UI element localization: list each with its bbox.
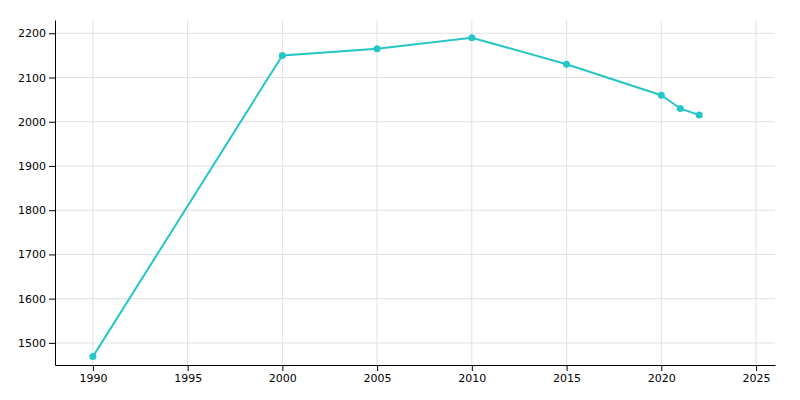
x-tick-label: 1995	[174, 372, 202, 385]
y-tick-mark	[49, 210, 55, 211]
y-tick-label: 1700	[18, 248, 46, 261]
y-tick: 1600	[18, 293, 55, 306]
series	[89, 34, 702, 360]
grid	[55, 20, 775, 365]
grid-line-x	[187, 20, 188, 365]
x-axis: 1990 1995 2000 2005 2010 2015 2020 2025	[56, 365, 776, 385]
x-tick-label: 2020	[648, 372, 676, 385]
x-tick: 2010	[458, 365, 486, 385]
y-axis: 1500 1600 1700 1800 1900 2000 2100 2200	[18, 21, 56, 366]
y-tick-mark	[49, 122, 55, 123]
grid-line-y	[55, 254, 775, 255]
x-tick-mark	[756, 365, 757, 371]
grid-line-y	[55, 342, 775, 343]
x-tick-mark	[472, 365, 473, 371]
chart-container: 1990 1995 2000 2005 2010 2015 2020 2025 1500 1600…	[0, 0, 800, 400]
y-axis-line	[55, 21, 56, 366]
y-tick-mark	[49, 166, 55, 167]
y-tick-label: 1500	[18, 337, 46, 350]
point	[658, 92, 665, 99]
grid-line-x	[566, 20, 567, 365]
grid-line-y	[55, 33, 775, 34]
x-tick-mark	[661, 365, 662, 371]
y-tick-label: 1800	[18, 204, 46, 217]
grid-line-x	[377, 20, 378, 365]
x-tick-mark	[377, 365, 378, 371]
x-tick-mark	[282, 365, 283, 371]
point	[696, 112, 703, 119]
plot-area: 1990 1995 2000 2005 2010 2015 2020 2025 1500 1600…	[18, 20, 776, 385]
x-axis-line	[56, 365, 776, 366]
point	[563, 61, 570, 68]
x-tick-label: 2015	[553, 372, 581, 385]
y-tick-mark	[49, 33, 55, 34]
x-tick-label: 2025	[743, 372, 771, 385]
x-tick: 2020	[648, 365, 676, 385]
x-tick-mark	[188, 365, 189, 371]
y-tick: 2000	[18, 116, 55, 129]
grid-line-x	[92, 20, 93, 365]
x-tick-label: 1990	[79, 372, 107, 385]
x-tick-mark	[567, 365, 568, 371]
x-tick: 2000	[269, 365, 297, 385]
line	[93, 38, 699, 357]
y-tick: 1900	[18, 160, 55, 173]
x-tick-label: 2005	[364, 372, 392, 385]
y-tick-mark	[49, 343, 55, 344]
y-tick: 1800	[18, 204, 55, 217]
grid-line-y	[55, 77, 775, 78]
grid-line-y	[55, 298, 775, 299]
y-tick-mark	[49, 254, 55, 255]
x-tick: 2025	[743, 365, 771, 385]
y-tick-label: 2000	[18, 116, 46, 129]
grid-line-y	[55, 165, 775, 166]
x-tick: 1990	[79, 365, 107, 385]
grid-line-x	[756, 20, 757, 365]
grid-line-x	[661, 20, 662, 365]
y-tick-label: 2200	[18, 27, 46, 40]
y-tick-mark	[49, 78, 55, 79]
point	[468, 34, 475, 41]
point	[374, 45, 381, 52]
point	[677, 105, 684, 112]
y-tick: 2200	[18, 27, 55, 40]
x-tick: 2015	[553, 365, 581, 385]
x-tick: 1995	[174, 365, 202, 385]
x-tick-label: 2000	[269, 372, 297, 385]
y-tick-mark	[49, 299, 55, 300]
chart-svg: 1990 1995 2000 2005 2010 2015 2020 2025 1500 1600…	[0, 0, 800, 400]
y-tick-label: 2100	[18, 72, 46, 85]
point	[89, 353, 96, 360]
y-tick-label: 1600	[18, 293, 46, 306]
point	[279, 52, 286, 59]
grid-line-y	[55, 121, 775, 122]
x-tick-mark	[93, 365, 94, 371]
grid-line-y	[55, 210, 775, 211]
grid-line-x	[282, 20, 283, 365]
x-tick-label: 2010	[458, 372, 486, 385]
x-tick: 2005	[364, 365, 392, 385]
y-tick: 1500	[18, 337, 55, 350]
grid-line-x	[471, 20, 472, 365]
y-tick: 2100	[18, 72, 55, 85]
y-tick-label: 1900	[18, 160, 46, 173]
y-tick: 1700	[18, 248, 55, 261]
